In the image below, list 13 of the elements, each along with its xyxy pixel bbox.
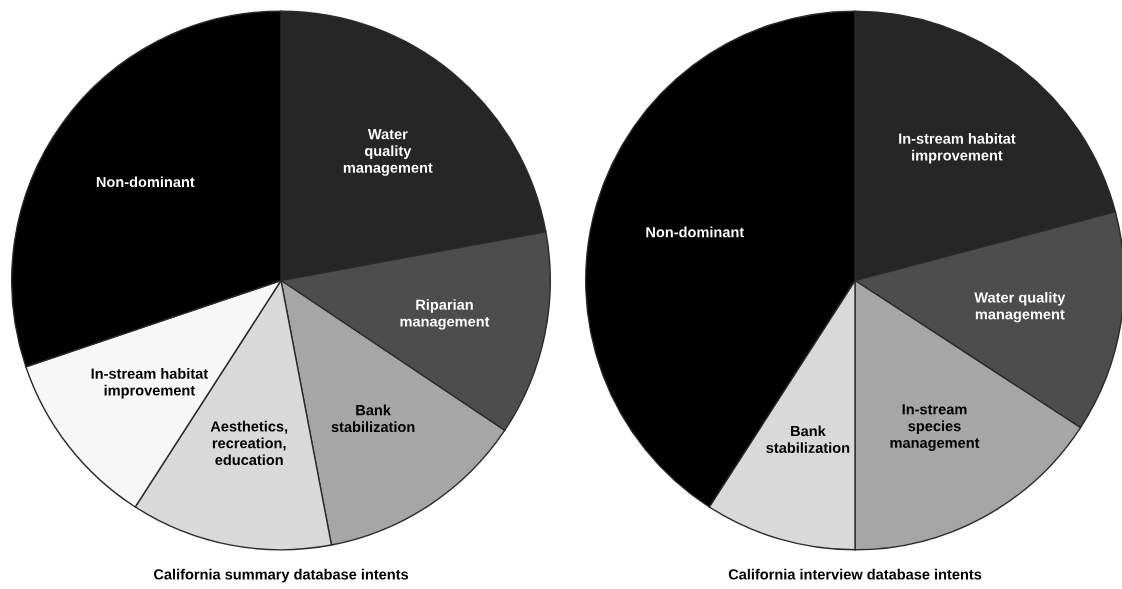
slice-label: Bank stabilization	[766, 425, 850, 453]
slice-label: Water quality management	[343, 129, 433, 176]
slice-label: Water quality management	[974, 291, 1066, 323]
slice-label: Aesthetics, recreation, education	[210, 420, 288, 466]
slice-label: In-stream habitat improvement	[91, 368, 208, 399]
slice-label: Bank stabilization	[331, 404, 415, 433]
slice-label: Riparian management	[400, 299, 490, 330]
text: California summary database intents	[153, 568, 409, 583]
slice-label: Non-dominant	[96, 176, 195, 188]
slice-label: In-stream species management	[890, 404, 980, 451]
slice-label: Non-dominant	[646, 226, 745, 238]
text: California interview database intents	[728, 568, 982, 580]
slice-label: In-stream habitat improvement	[899, 133, 1016, 164]
